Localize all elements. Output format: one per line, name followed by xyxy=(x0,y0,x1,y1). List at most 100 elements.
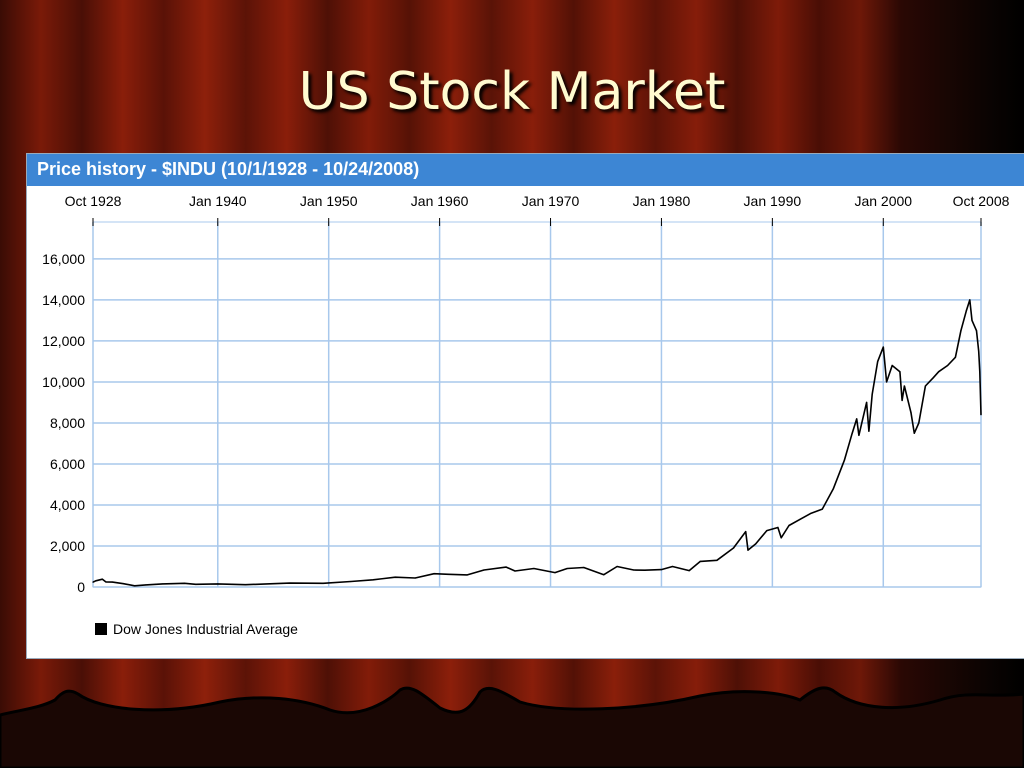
x-tick-label: Jan 1980 xyxy=(633,193,691,209)
data-point xyxy=(483,569,485,571)
y-tick-label: 8,000 xyxy=(50,415,85,431)
data-point xyxy=(244,584,247,586)
data-point xyxy=(111,581,114,583)
data-point xyxy=(217,583,219,585)
data-point xyxy=(901,399,903,401)
data-point xyxy=(133,585,136,587)
data-point xyxy=(145,584,147,586)
data-point xyxy=(766,530,768,532)
y-tick-label: 14,000 xyxy=(42,292,85,308)
data-point xyxy=(938,371,940,373)
data-point xyxy=(272,583,274,585)
y-tick-label: 0 xyxy=(77,579,85,595)
x-tick-label: Jan 1940 xyxy=(189,193,247,209)
data-point xyxy=(965,309,968,311)
data-point xyxy=(810,512,812,514)
x-tick-label: Jan 1990 xyxy=(744,193,802,209)
data-point xyxy=(755,543,757,545)
data-point xyxy=(732,547,735,549)
chart-header: Price history - $INDU (10/1/1928 - 10/24… xyxy=(27,154,1024,186)
x-tick-label: Jan 1960 xyxy=(411,193,469,209)
x-tick-label: Jan 1970 xyxy=(522,193,580,209)
data-point xyxy=(101,578,104,580)
x-tick-label: Oct 1928 xyxy=(65,193,122,209)
data-point xyxy=(745,531,747,533)
data-point xyxy=(903,385,905,387)
data-point xyxy=(414,577,416,579)
data-point xyxy=(866,401,868,404)
data-point xyxy=(868,430,870,432)
data-point xyxy=(851,432,853,434)
data-point xyxy=(799,518,801,520)
data-point xyxy=(350,580,352,583)
data-point xyxy=(466,574,468,576)
y-tick-label: 2,000 xyxy=(50,538,85,554)
plot-area xyxy=(92,221,982,588)
data-point xyxy=(979,371,981,373)
data-point xyxy=(505,566,507,568)
data-point xyxy=(447,573,450,575)
data-point xyxy=(788,524,790,527)
data-point xyxy=(289,582,291,584)
data-point xyxy=(978,350,980,352)
data-point xyxy=(891,364,893,367)
y-tick-label: 6,000 xyxy=(50,456,85,472)
legend-swatch xyxy=(95,623,107,635)
data-point xyxy=(716,559,718,561)
data-point xyxy=(603,574,605,576)
data-point xyxy=(899,371,901,373)
data-point xyxy=(913,432,915,434)
data-point xyxy=(932,377,934,379)
x-tick-label: Oct 2008 xyxy=(953,193,1010,209)
chart-panel: Price history - $INDU (10/1/1928 - 10/24… xyxy=(26,153,1024,659)
data-point xyxy=(660,568,663,571)
chart-title: Price history - $INDU (10/1/1928 - 10/24… xyxy=(37,159,420,179)
y-tick-label: 4,000 xyxy=(50,497,85,513)
data-point xyxy=(975,330,978,332)
data-point xyxy=(194,583,197,585)
data-point xyxy=(858,434,860,436)
data-point xyxy=(554,572,556,574)
data-point xyxy=(980,414,982,416)
data-point xyxy=(699,560,701,562)
data-point xyxy=(960,330,962,332)
data-point xyxy=(918,422,920,424)
legend-label: Dow Jones Industrial Average xyxy=(113,621,298,637)
data-point xyxy=(644,569,646,571)
data-point xyxy=(954,356,956,358)
data-point xyxy=(394,576,396,578)
data-point xyxy=(566,567,568,570)
data-point xyxy=(747,549,749,551)
data-point xyxy=(969,299,971,301)
data-point xyxy=(882,346,884,348)
data-point xyxy=(856,418,858,420)
data-point xyxy=(910,412,912,414)
data-point xyxy=(583,566,585,569)
data-point xyxy=(633,569,635,571)
y-tick-label: 12,000 xyxy=(42,333,85,349)
data-point xyxy=(971,319,973,322)
data-point xyxy=(688,569,690,572)
data-point xyxy=(433,573,435,575)
data-point xyxy=(871,393,873,395)
chart-legend: Dow Jones Industrial Average xyxy=(95,621,298,637)
y-tick-label: 16,000 xyxy=(42,251,85,267)
data-point xyxy=(780,537,782,539)
data-point xyxy=(322,582,324,584)
data-point xyxy=(886,381,888,383)
data-point xyxy=(183,582,186,584)
data-point xyxy=(92,581,94,583)
data-point xyxy=(161,583,163,585)
data-point xyxy=(616,565,618,568)
data-point xyxy=(947,364,949,367)
x-tick-label: Jan 1950 xyxy=(300,193,358,209)
data-point xyxy=(877,360,879,363)
data-point xyxy=(843,459,846,461)
data-point xyxy=(514,570,516,572)
y-tick-label: 10,000 xyxy=(42,374,85,390)
data-point xyxy=(122,583,125,585)
data-point xyxy=(95,580,97,582)
data-point xyxy=(777,526,779,529)
data-point xyxy=(533,567,535,570)
x-tick-label: Jan 2000 xyxy=(854,193,912,209)
